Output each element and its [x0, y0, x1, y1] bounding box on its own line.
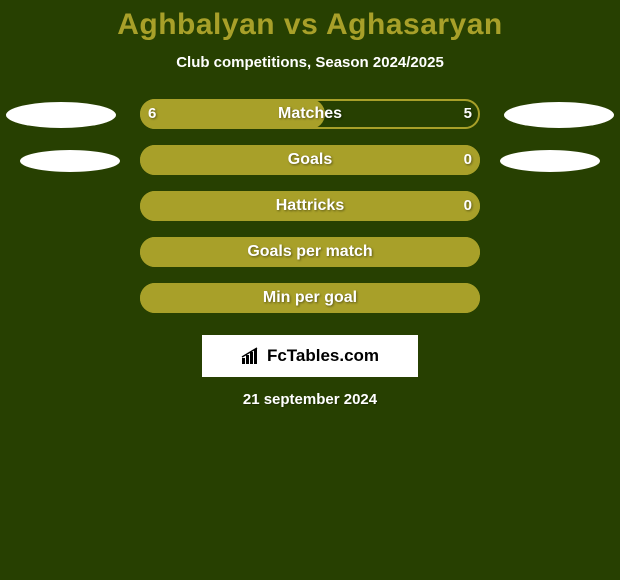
stat-rows: Matches65Goals0Hattricks0Goals per match… [0, 99, 620, 329]
stat-row: Hattricks0 [0, 191, 620, 237]
stat-label: Min per goal [140, 283, 480, 313]
stat-label: Goals per match [140, 237, 480, 267]
stat-label: Goals [140, 145, 480, 175]
player-oval-right [504, 102, 614, 128]
chart-icon [241, 347, 263, 365]
brand-text: FcTables.com [267, 346, 379, 366]
page-subtitle: Club competitions, Season 2024/2025 [0, 54, 620, 71]
stat-row: Goals0 [0, 145, 620, 191]
player-oval-left [6, 102, 116, 128]
player-oval-right [500, 150, 600, 172]
page-title: Aghbalyan vs Aghasaryan [0, 8, 620, 42]
comparison-infographic: Aghbalyan vs Aghasaryan Club competition… [0, 0, 620, 580]
stat-row: Matches6 5 [0, 99, 620, 145]
stat-value-right: 0 [464, 191, 472, 221]
stat-row: Goals per match [0, 237, 620, 283]
stat-value-left: 6 [148, 99, 156, 129]
date-text: 21 september 2024 [0, 391, 620, 408]
player-oval-left [20, 150, 120, 172]
stat-value-right: 0 [464, 145, 472, 175]
stat-row: Min per goal [0, 283, 620, 329]
stat-value-right: 5 [464, 99, 472, 129]
brand-badge: FcTables.com [202, 335, 418, 377]
stat-label: Hattricks [140, 191, 480, 221]
stat-label: Matches [140, 99, 480, 129]
